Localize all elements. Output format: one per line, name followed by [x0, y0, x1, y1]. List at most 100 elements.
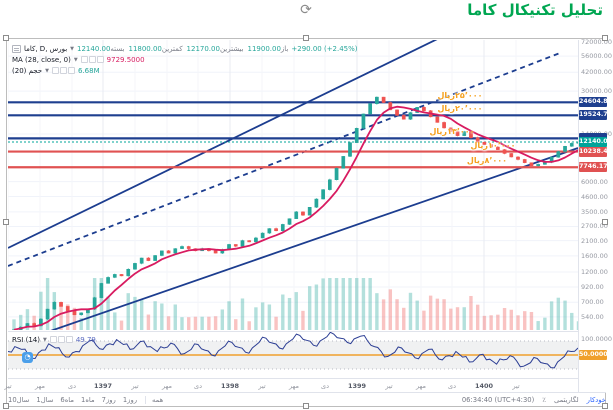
- time-axis-month-label[interactable]: دی: [448, 382, 456, 390]
- symbol-legend-row[interactable]: کاما, D, بورس ▼ باز11900.00 بیشترین12170.…: [12, 43, 358, 54]
- rotate-handle-icon[interactable]: ⟳: [300, 2, 312, 18]
- price-tick-label: 6000.00: [581, 177, 608, 186]
- price-tick-label: 1200.00: [581, 268, 608, 276]
- selection-handle-top-right[interactable]: [602, 35, 608, 41]
- time-axis-month-label[interactable]: تیر: [258, 382, 266, 390]
- time-axis-month-label[interactable]: تیر: [512, 382, 520, 390]
- price-axis-badge: 10238.43: [579, 146, 613, 157]
- eye-icon[interactable]: [49, 336, 57, 343]
- ma-legend-row[interactable]: MA (28, close, 0) ▼ 9729.5000: [12, 54, 358, 65]
- price-axis-badge: 19524.78: [579, 110, 613, 121]
- price-tick-label: 2100.00: [581, 236, 608, 245]
- price-axis-badge: 24604.84: [579, 97, 613, 108]
- selection-handle-bottom-right[interactable]: [602, 403, 608, 409]
- selection-handle-bottom-center[interactable]: [303, 403, 309, 409]
- time-axis-year-label[interactable]: 1397: [93, 382, 113, 390]
- ma-line: [13, 105, 578, 330]
- ma-label[interactable]: MA (28, close, 0): [12, 55, 71, 64]
- settings-icon[interactable]: [59, 67, 67, 74]
- time-axis-year-label[interactable]: 1400: [474, 382, 494, 390]
- toolbar-separator: [8, 392, 606, 393]
- price-axis-badge: 12140.00: [579, 137, 613, 147]
- price-level-annotation: ۱۰٬۰۰۰ریال: [470, 140, 516, 150]
- range-button[interactable]: 1روز: [122, 395, 138, 404]
- price-tick-label: 700.00: [581, 298, 604, 307]
- range-all-button[interactable]: همه: [152, 395, 164, 404]
- percent-toggle[interactable]: ٪: [542, 395, 546, 404]
- auto-toggle[interactable]: خودکار: [586, 395, 606, 404]
- price-tick-label: 4600.00: [581, 192, 608, 201]
- rsi-mid-badge: 50.0000: [579, 350, 608, 360]
- time-axis[interactable]: تیر مهر دی 1397 تیر مهر دی 1398 تیر مهر دی 1399 تیر م…: [4, 379, 578, 392]
- close-icon[interactable]: [67, 67, 75, 74]
- rsi-label[interactable]: RSI (14): [12, 335, 40, 344]
- time-axis-month-label[interactable]: دی: [321, 382, 329, 390]
- range-button[interactable]: 1سال: [36, 395, 54, 404]
- volume-value: 6.68M: [77, 66, 100, 75]
- rsi-legend: RSI (14) ▼ 49.79: [12, 334, 96, 345]
- volume-legend-row[interactable]: حجم (20) ▼ 6.68M: [12, 65, 358, 76]
- time-axis-month-label[interactable]: تیر: [385, 382, 393, 390]
- time-axis-year-label[interactable]: 1398: [220, 382, 240, 390]
- price-level-annotation: ۱۳٬۰۰۰ریال: [429, 127, 475, 137]
- price-tick-label: 540.00: [581, 312, 604, 321]
- price-level-annotation: ۸٬۰۰۰ریال: [466, 156, 508, 166]
- range-button[interactable]: 1ماه: [81, 395, 95, 404]
- range-button[interactable]: 6ماه: [60, 395, 75, 404]
- price-tick-label: 920.00: [581, 282, 604, 291]
- selection-handle-bottom-left[interactable]: [3, 403, 9, 409]
- chevron-down-icon[interactable]: ▼: [42, 336, 47, 343]
- log-toggle[interactable]: لگاریتمی: [553, 395, 579, 404]
- rsi-legend-row[interactable]: RSI (14) ▼ 49.79: [12, 334, 96, 345]
- price-tick-label: 56000.00: [581, 52, 613, 61]
- selection-handle-middle-right[interactable]: [602, 219, 608, 225]
- settings-icon[interactable]: [88, 56, 96, 63]
- selection-handle-top-left[interactable]: [3, 35, 9, 41]
- time-axis-month-label[interactable]: مهر: [34, 382, 46, 390]
- time-axis-month-label[interactable]: دی: [194, 382, 202, 390]
- time-axis-month-label[interactable]: تیر: [4, 382, 12, 390]
- time-axis-month-label[interactable]: مهر: [415, 382, 427, 390]
- time-axis-month-label[interactable]: دی: [68, 382, 76, 390]
- chart-menu-icon[interactable]: [12, 44, 21, 53]
- clock-label[interactable]: 06:34:40 (UTC+4:30): [461, 395, 535, 404]
- chevron-down-icon[interactable]: ▼: [45, 67, 49, 74]
- time-axis-separator: [8, 378, 578, 379]
- range-button[interactable]: 7روز: [101, 395, 116, 404]
- ohlc-item: باز11900.00: [247, 44, 289, 53]
- time-axis-month-label[interactable]: مهر: [161, 382, 173, 390]
- toolbar-divider: [145, 395, 147, 404]
- price-tick-label: 42000.00: [581, 68, 613, 77]
- price-level-annotation: ۲۰٬۰۰۰ریال: [437, 104, 483, 114]
- close-icon[interactable]: [96, 56, 104, 63]
- ohlc-item: بیشترین12170.00: [186, 44, 244, 53]
- price-chart-pane[interactable]: ۲۵٬۰۰۰ریال ۲۰٬۰۰۰ریال ۱۳٬۰۰۰ریال ۱۰٬۰۰۰ریال…: [8, 40, 578, 330]
- ohlc-item: بسته12140.00: [77, 44, 125, 53]
- rsi-svg: [8, 332, 578, 370]
- price-axis-badge: 7746.17: [579, 162, 608, 173]
- selection-handle-top-center[interactable]: [303, 35, 309, 41]
- chevron-down-icon[interactable]: ▼: [73, 56, 78, 63]
- price-tick-label: 3500.00: [581, 207, 608, 216]
- rsi-value: 49.79: [75, 335, 96, 344]
- price-tick-label: 2700.00: [581, 222, 608, 231]
- settings-icon[interactable]: [57, 336, 65, 343]
- volume-label[interactable]: حجم (20): [12, 66, 43, 75]
- selection-handle-middle-left[interactable]: [3, 219, 9, 225]
- rsi-pane[interactable]: [8, 332, 578, 378]
- ohlc-item: کمترین11800.00: [128, 44, 183, 53]
- chevron-down-icon[interactable]: ▼: [70, 45, 75, 52]
- close-icon[interactable]: [65, 336, 73, 343]
- eye-icon[interactable]: [51, 67, 59, 74]
- range-button[interactable]: 10سال: [8, 395, 30, 404]
- time-axis-year-label[interactable]: 1399: [347, 382, 367, 390]
- rsi-line: [8, 332, 578, 369]
- time-axis-month-label[interactable]: مهر: [288, 382, 300, 390]
- bottom-toolbar: 10سال 1سال 6ماه 1ماه 7روز 1روز همه 06:34:40 (…: [8, 393, 606, 406]
- symbol-name[interactable]: کاما, D, بورس: [24, 44, 68, 53]
- pane-separator[interactable]: [8, 331, 578, 332]
- price-scale[interactable]: 72000.0056000.0042000.0030000.0014000.00…: [578, 38, 613, 392]
- time-axis-month-label[interactable]: تیر: [131, 382, 139, 390]
- eye-icon[interactable]: [80, 56, 88, 63]
